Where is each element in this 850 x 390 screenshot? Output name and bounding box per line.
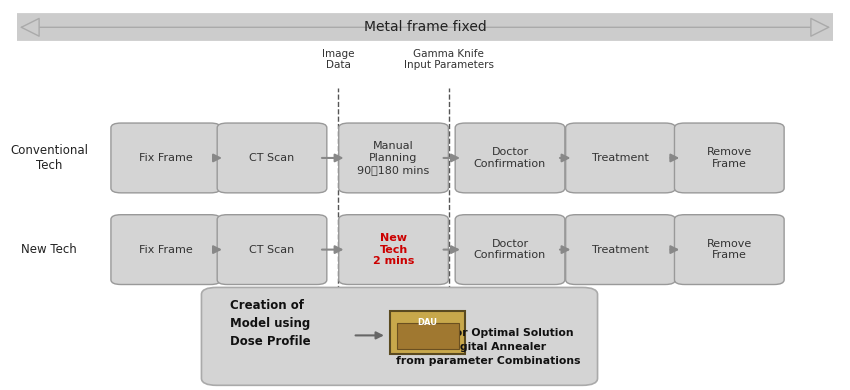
Text: DAU: DAU xyxy=(417,318,438,327)
FancyBboxPatch shape xyxy=(110,123,221,193)
Text: CT Scan: CT Scan xyxy=(249,153,295,163)
FancyBboxPatch shape xyxy=(338,123,449,193)
Text: Manual
Planning
90〜180 mins: Manual Planning 90〜180 mins xyxy=(357,141,429,175)
Text: Metal frame fixed: Metal frame fixed xyxy=(364,20,486,34)
Text: Creation of
Model using
Dose Profile: Creation of Model using Dose Profile xyxy=(230,299,310,348)
FancyBboxPatch shape xyxy=(675,215,784,285)
Text: Doctor
Confirmation: Doctor Confirmation xyxy=(474,239,546,261)
Text: Treatment: Treatment xyxy=(592,245,649,255)
FancyArrowPatch shape xyxy=(21,18,829,36)
Text: Fix Frame: Fix Frame xyxy=(139,245,193,255)
Text: New Tech: New Tech xyxy=(21,243,77,256)
Text: Image
Data: Image Data xyxy=(322,49,354,70)
Text: CT Scan: CT Scan xyxy=(249,245,295,255)
Text: New
Tech
2 mins: New Tech 2 mins xyxy=(373,233,414,266)
Text: Search for Optimal Solution
in Digital Annealer
from parameter Combinations: Search for Optimal Solution in Digital A… xyxy=(396,328,581,366)
FancyBboxPatch shape xyxy=(455,215,564,285)
FancyBboxPatch shape xyxy=(110,215,221,285)
FancyBboxPatch shape xyxy=(565,215,675,285)
FancyBboxPatch shape xyxy=(455,123,564,193)
Text: Treatment: Treatment xyxy=(592,153,649,163)
Text: Doctor
Confirmation: Doctor Confirmation xyxy=(474,147,546,169)
FancyBboxPatch shape xyxy=(218,215,326,285)
Text: Remove
Frame: Remove Frame xyxy=(706,239,752,261)
Text: Remove
Frame: Remove Frame xyxy=(706,147,752,169)
Text: Gamma Knife
Input Parameters: Gamma Knife Input Parameters xyxy=(404,49,494,70)
Text: Conventional
Tech: Conventional Tech xyxy=(10,144,88,172)
FancyBboxPatch shape xyxy=(201,287,598,385)
FancyBboxPatch shape xyxy=(397,323,458,349)
FancyBboxPatch shape xyxy=(565,123,675,193)
FancyBboxPatch shape xyxy=(218,123,326,193)
FancyBboxPatch shape xyxy=(338,215,449,285)
Text: Fix Frame: Fix Frame xyxy=(139,153,193,163)
FancyBboxPatch shape xyxy=(390,311,465,354)
FancyBboxPatch shape xyxy=(675,123,784,193)
FancyArrowPatch shape xyxy=(20,19,830,35)
